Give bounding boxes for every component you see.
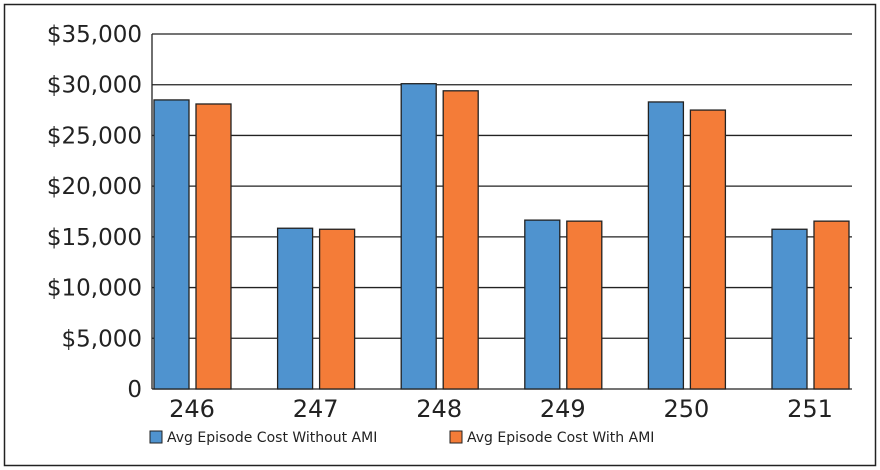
bar-246-series-2 [195,103,232,390]
legend-swatch-1 [149,430,163,444]
bar-250-series-1 [647,101,685,390]
legend-swatch-2 [449,430,463,444]
bar-251-series-1 [771,228,808,390]
x-tick-label: 251 [787,395,833,423]
y-tick-label: $5,000 [62,326,142,352]
legend-label-1: Avg Episode Cost Without AMI [167,430,377,446]
y-tick-label: 0 [127,377,142,403]
x-tick-label: 246 [169,395,215,423]
x-tick-label: 248 [416,395,462,423]
y-tick-label: $30,000 [47,73,142,99]
y-tick-label: $15,000 [47,225,142,251]
x-tick-label: 250 [663,395,709,423]
y-tick-label: $20,000 [47,174,142,200]
y-tick-label: $25,000 [47,123,142,149]
x-tick-label: 249 [540,395,586,423]
x-tick-label: 247 [293,395,339,423]
bar-249-series-2 [566,220,603,390]
bar-246-series-1 [153,99,190,390]
bar-250-series-2 [689,109,727,390]
bar-248-series-2 [442,90,479,390]
bar-251-series-2 [813,220,850,390]
y-tick-label: $35,000 [47,22,142,48]
bar-249-series-1 [524,219,561,390]
bar-248-series-1 [400,83,437,390]
bar-247-series-2 [318,228,356,390]
y-tick-label: $10,000 [47,276,142,302]
bar-247-series-1 [276,227,314,390]
legend-label-2: Avg Episode Cost With AMI [467,430,654,446]
